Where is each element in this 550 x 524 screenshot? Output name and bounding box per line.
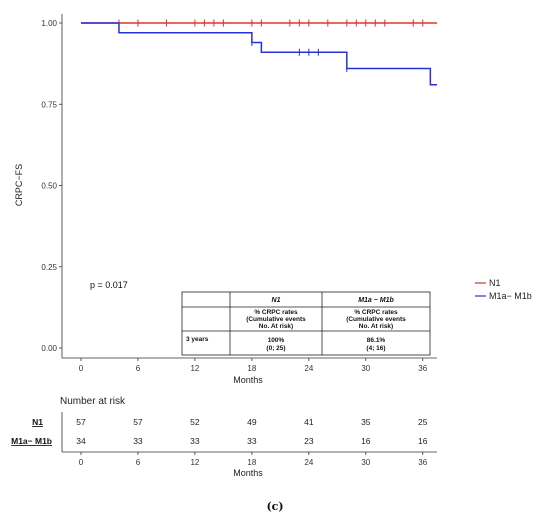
risk-x-tick-label: 24 (304, 458, 313, 467)
x-tick-label: 24 (304, 364, 313, 373)
risk-x-tick-label: 18 (247, 458, 256, 467)
x-tick-label: 18 (247, 364, 256, 373)
x-tick-label: 36 (418, 364, 427, 373)
inset-n1-detail: (0; 25) (266, 345, 285, 352)
inset-m1-detail: (4; 16) (366, 345, 385, 352)
risk-cell: 23 (304, 436, 314, 446)
risk-x-tick-label: 6 (136, 458, 141, 467)
y-tick-label: 0.50 (41, 182, 57, 191)
risk-row-name-m1: M1a− M1b (11, 436, 52, 446)
x-tick-label: 12 (190, 364, 199, 373)
risk-table-title: Number at risk (60, 396, 126, 407)
risk-row-name-n1: N1 (32, 417, 43, 427)
risk-x-tick-label: 36 (418, 458, 427, 467)
inset-sub-m1-1: % CRPC rates (354, 309, 398, 316)
risk-x-tick-label: 12 (190, 458, 199, 467)
inset-sub-m1-2: (Cumulative events (346, 316, 406, 323)
risk-cell: 52 (190, 417, 200, 427)
x-tick-label: 6 (136, 364, 141, 373)
risk-x-axis-title: Months (233, 468, 263, 478)
risk-cell: 57 (133, 417, 143, 427)
risk-cell: 34 (76, 436, 86, 446)
inset-row-label: 3 years (186, 336, 209, 343)
risk-cell: 33 (190, 436, 200, 446)
x-tick-label: 30 (361, 364, 370, 373)
x-tick-label: 0 (79, 364, 84, 373)
inset-table: N1 M1a − M1b % CRPC rates (Cumulative ev… (181, 291, 431, 356)
legend-label-n1: N1 (489, 278, 501, 288)
y-axis-title: CRPC−FS (14, 164, 24, 206)
inset-sub-n1-2: (Cumulative events (246, 316, 306, 323)
risk-x-tick-label: 0 (79, 458, 84, 467)
y-tick-label: 1.00 (41, 19, 57, 28)
risk-cell: 25 (418, 417, 428, 427)
figure-caption: (c) (266, 500, 283, 513)
y-tick-label: 0.75 (41, 100, 57, 109)
series-line-m1 (80, 22, 437, 86)
inset-sub-m1-3: No. At risk) (359, 323, 393, 330)
inset-m1-rate: 86.1% (367, 337, 386, 344)
y-tick-label: 0.00 (41, 344, 57, 353)
p-value: p = 0.017 (90, 280, 128, 290)
risk-cell: 16 (361, 436, 371, 446)
inset-sub-n1-1: % CRPC rates (254, 309, 298, 316)
y-tick-label: 0.25 (41, 263, 57, 272)
risk-x-tick-label: 30 (361, 458, 370, 467)
y-ticks: 0.00 0.25 0.50 0.75 1.00 (41, 19, 62, 353)
x-ticks: 0 6 12 18 24 30 36 (79, 358, 428, 373)
risk-x-ticks: 0 6 12 18 24 30 36 (79, 452, 428, 467)
risk-cell: 41 (304, 417, 314, 427)
inset-sub-n1-3: No. At risk) (259, 323, 293, 330)
risk-cell: 16 (418, 436, 428, 446)
legend: N1 M1a− M1b (475, 278, 532, 301)
risk-cell: 33 (133, 436, 143, 446)
x-axis-title: Months (233, 375, 263, 385)
risk-cell: 33 (247, 436, 257, 446)
risk-cell: 49 (247, 417, 257, 427)
inset-header-n1: N1 (272, 297, 281, 304)
inset-header-m1: M1a − M1b (358, 297, 394, 304)
inset-n1-rate: 100% (268, 337, 285, 344)
legend-label-m1: M1a− M1b (489, 291, 532, 301)
risk-cell: 35 (361, 417, 371, 427)
km-plot (80, 19, 437, 86)
risk-cells: 57 57 52 49 41 35 25 34 33 33 33 23 16 16 (76, 417, 427, 446)
risk-cell: 57 (76, 417, 86, 427)
